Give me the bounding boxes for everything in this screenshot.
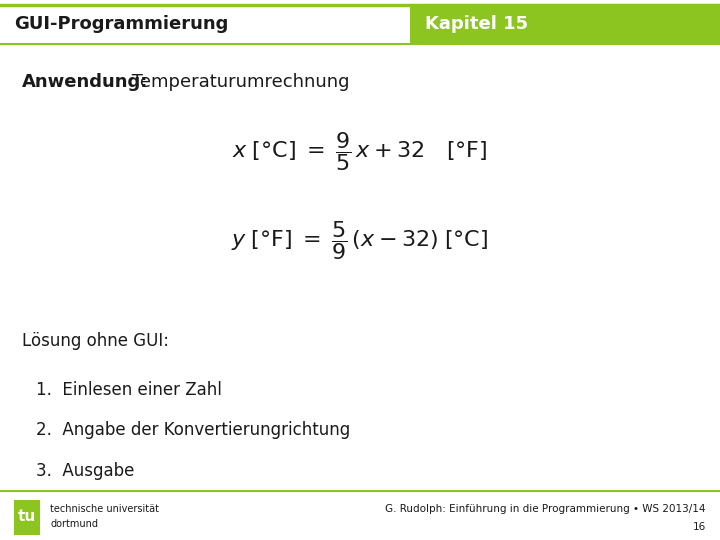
Text: Lösung ohne GUI:: Lösung ohne GUI:	[22, 332, 168, 350]
Text: Anwendung:: Anwendung:	[22, 73, 148, 91]
Text: GUI-Programmierung: GUI-Programmierung	[14, 15, 229, 33]
Text: 1.  Einlesen einer Zahl: 1. Einlesen einer Zahl	[36, 381, 222, 399]
Text: Temperaturumrechnung: Temperaturumrechnung	[126, 73, 349, 91]
FancyBboxPatch shape	[410, 5, 720, 44]
Text: $x \; [°\mathrm{C}] \;=\; \dfrac{9}{5}\,x + 32 \quad [°\mathrm{F}]$: $x \; [°\mathrm{C}] \;=\; \dfrac{9}{5}\,…	[233, 130, 487, 173]
Text: 16: 16	[693, 522, 706, 531]
FancyBboxPatch shape	[14, 500, 40, 535]
Text: $y \; [°\mathrm{F}] \;=\; \dfrac{5}{9}\,(x - 32) \; [°\mathrm{C}]$: $y \; [°\mathrm{F}] \;=\; \dfrac{5}{9}\,…	[231, 219, 489, 262]
Text: technische universität: technische universität	[50, 504, 159, 514]
Text: 2.  Angabe der Konvertierungrichtung: 2. Angabe der Konvertierungrichtung	[36, 421, 350, 439]
Text: G. Rudolph: Einführung in die Programmierung • WS 2013/14: G. Rudolph: Einführung in die Programmie…	[385, 504, 706, 514]
Text: dortmund: dortmund	[50, 519, 99, 529]
Text: 3.  Ausgabe: 3. Ausgabe	[36, 462, 135, 480]
Text: tu: tu	[18, 509, 36, 524]
Text: Kapitel 15: Kapitel 15	[425, 15, 528, 33]
